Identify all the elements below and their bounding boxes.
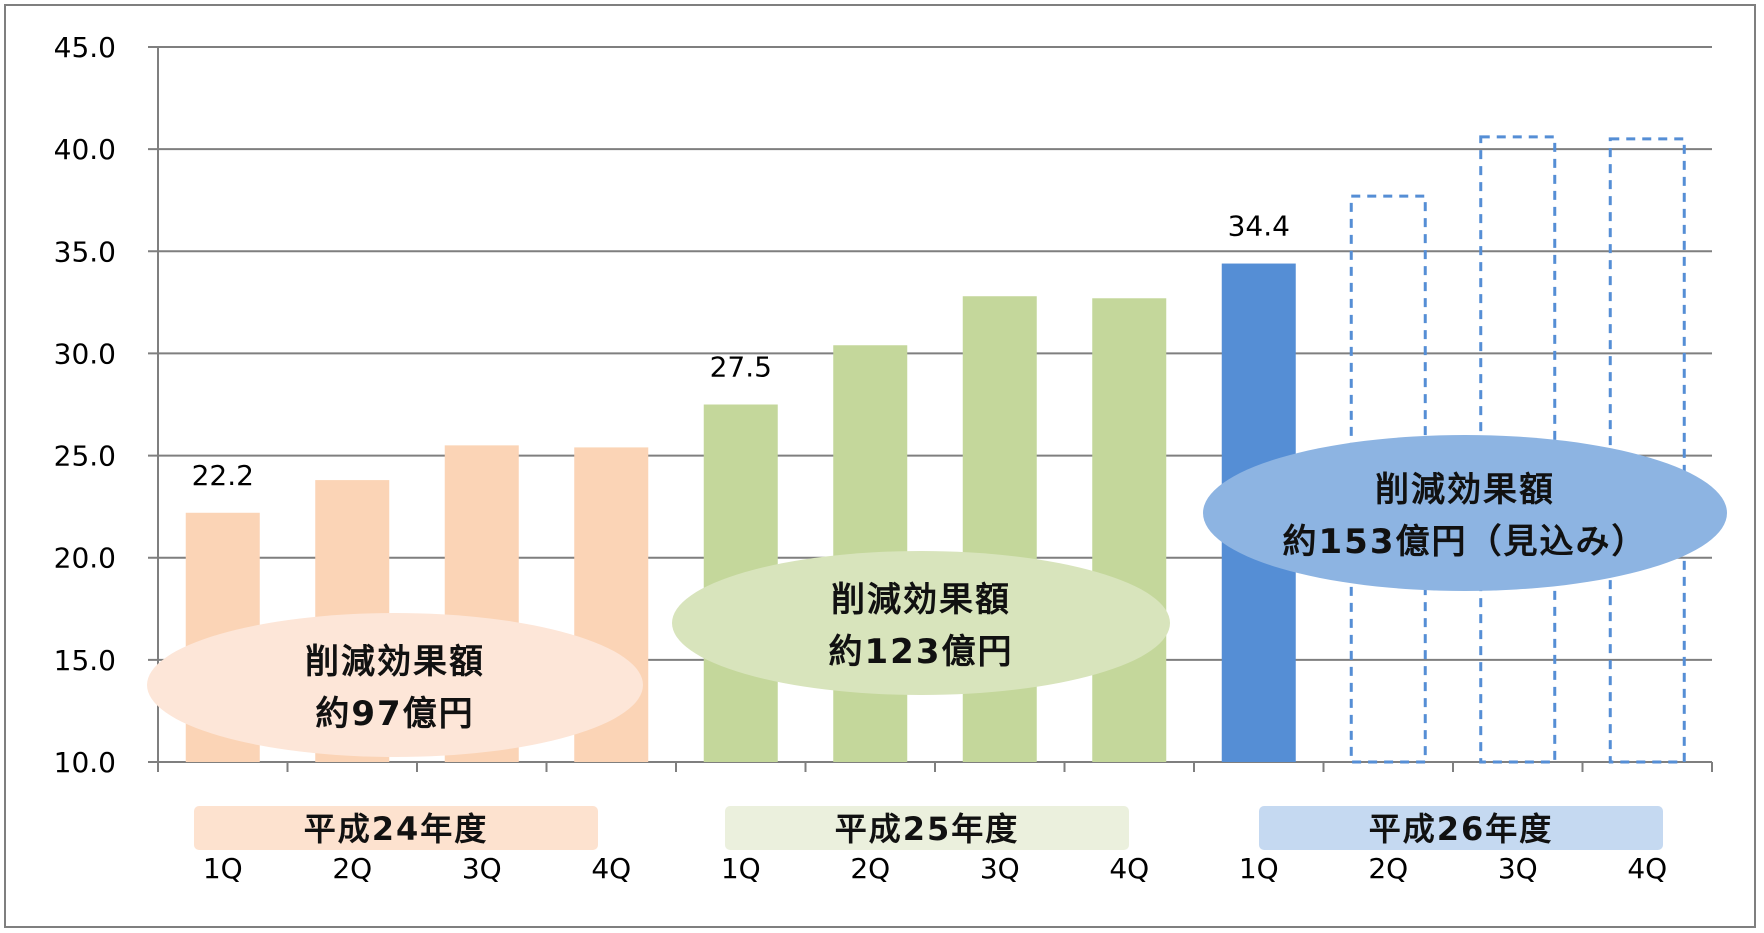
data-label: 34.4 [1228,210,1290,243]
callout-title: 削減効果額 [305,642,485,682]
x-tick-label: 2Q [332,852,372,885]
fiscal-year-label: 平成25年度 [835,810,1020,848]
savings-callout [147,613,643,757]
x-tick-label: 3Q [980,852,1020,885]
y-tick-label: 10.0 [54,746,116,779]
y-tick-label: 20.0 [54,542,116,575]
x-tick-label: 4Q [1627,852,1667,885]
callout-title: 削減効果額 [831,580,1011,620]
callout-title: 削減効果額 [1375,470,1555,510]
savings-callout [1203,435,1727,591]
fiscal-year-band [194,806,598,850]
data-label: 27.5 [710,351,772,384]
x-tick-label: 1Q [721,852,761,885]
x-tick-label: 2Q [1368,852,1408,885]
x-tick-label: 1Q [1239,852,1279,885]
data-label: 22.2 [192,459,254,492]
x-tick-label: 4Q [591,852,631,885]
x-tick-label: 3Q [1498,852,1538,885]
x-tick-label: 4Q [1109,852,1149,885]
y-tick-label: 15.0 [54,644,116,677]
y-tick-label: 40.0 [54,133,116,166]
x-tick-label: 3Q [462,852,502,885]
x-tick-label: 1Q [203,852,243,885]
y-tick-label: 35.0 [54,235,116,268]
y-tick-label: 45.0 [54,31,116,64]
y-tick-label: 30.0 [54,337,116,370]
fiscal-year-band [725,806,1129,850]
forecast-bar [1608,137,1686,764]
callout-amount: 約153億円（見込み） [1283,522,1648,562]
fiscal-year-label: 平成26年度 [1369,810,1554,848]
callout-amount: 約97億円 [315,694,474,734]
y-tick-label: 25.0 [54,440,116,473]
bar [1092,298,1167,762]
x-tick-label: 2Q [850,852,890,885]
fiscal-year-band [1259,806,1663,850]
callout-amount: 約123億円 [829,632,1014,672]
savings-callout [672,551,1170,695]
fiscal-year-label: 平成24年度 [304,810,489,848]
